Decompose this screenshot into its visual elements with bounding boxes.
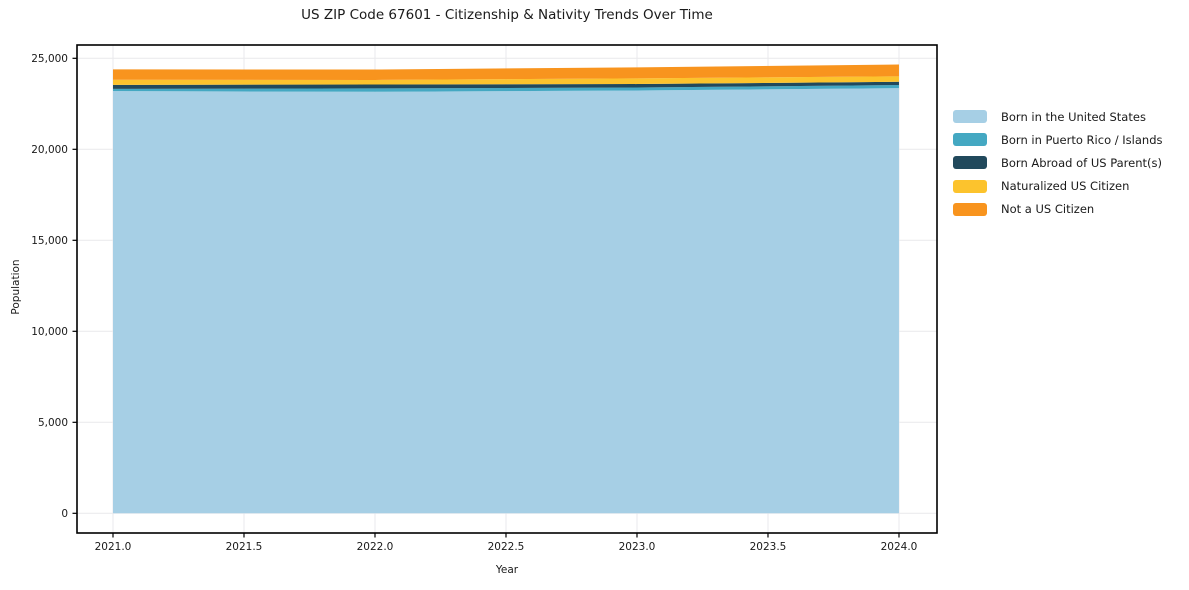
area-series-not-a-us-citizen — [113, 64, 899, 80]
x-tick-label: 2023.0 — [619, 541, 656, 553]
legend-swatch-icon — [953, 133, 987, 147]
legend: Born in the United States Born in Puerto … — [953, 105, 1163, 221]
y-tick-label: 25,000 — [31, 53, 68, 65]
legend-swatch-icon — [953, 179, 987, 193]
x-tick-label: 2023.5 — [750, 541, 787, 553]
legend-label: Born Abroad of US Parent(s) — [1001, 155, 1162, 170]
legend-item-not-a-us-citizen: Not a US Citizen — [953, 198, 1163, 221]
y-axis-label: Population — [10, 259, 22, 315]
x-axis-label: Year — [495, 564, 519, 576]
y-tick-label: 10,000 — [31, 326, 68, 338]
legend-label: Born in Puerto Rico / Islands — [1001, 132, 1163, 147]
area-series-born-abroad-of-us-parent-s — [113, 81, 899, 89]
x-tick-label: 2021.5 — [226, 541, 263, 553]
chart-title: US ZIP Code 67601 - Citizenship & Nativi… — [301, 7, 713, 23]
y-tick-label: 0 — [61, 508, 68, 520]
plot-border — [76, 44, 938, 534]
legend-item-naturalized-us-citizen: Naturalized US Citizen — [953, 175, 1163, 198]
area-series-born-in-the-united-states — [113, 88, 899, 514]
x-tick-label: 2024.0 — [881, 541, 918, 553]
area-series-naturalized-us-citizen — [113, 76, 899, 85]
legend-swatch-icon — [953, 156, 987, 170]
y-tick-label: 20,000 — [31, 144, 68, 156]
legend-swatch-icon — [953, 202, 987, 216]
legend-item-born-in-puerto-rico-islands: Born in Puerto Rico / Islands — [953, 128, 1163, 151]
legend-item-born-abroad-of-us-parent-s: Born Abroad of US Parent(s) — [953, 151, 1163, 174]
x-tick-label: 2022.5 — [488, 541, 525, 553]
legend-item-born-in-the-united-states: Born in the United States — [953, 105, 1163, 128]
legend-label: Naturalized US Citizen — [1001, 179, 1130, 194]
x-tick-label: 2022.0 — [357, 541, 394, 553]
area-series-born-in-puerto-rico-islands — [113, 85, 899, 92]
legend-label: Born in the United States — [1001, 109, 1146, 124]
y-tick-label: 15,000 — [31, 235, 68, 247]
legend-label: Not a US Citizen — [1001, 202, 1095, 217]
x-tick-label: 2021.0 — [95, 541, 132, 553]
y-tick-label: 5,000 — [38, 417, 68, 429]
legend-swatch-icon — [953, 110, 987, 124]
